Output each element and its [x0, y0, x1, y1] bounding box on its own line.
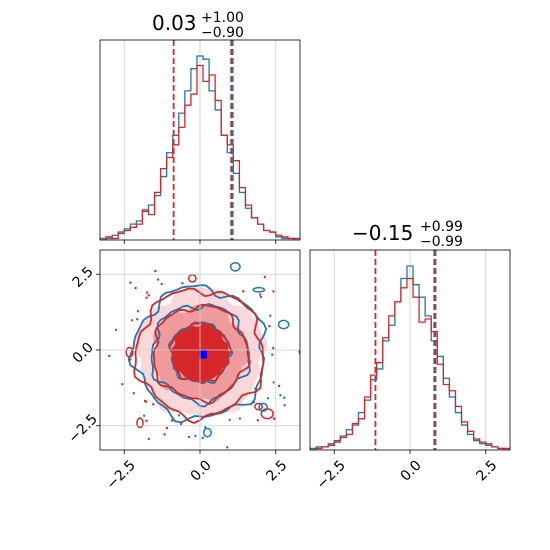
joint-scatter-point-45: [152, 403, 155, 406]
joint-scatter-point-13: [145, 419, 148, 423]
param-1-title-minus: −0.90: [201, 25, 244, 41]
joint-scatter-point-28: [136, 310, 140, 313]
joint-scatter-point-51: [272, 346, 275, 350]
joint-scatter-point-26: [147, 437, 150, 441]
joint-scatter-point-2: [187, 435, 191, 439]
joint-scatter-point-1: [181, 282, 184, 285]
joint-island-contour-6: [260, 408, 274, 420]
param-2-title-minus: −0.99: [420, 234, 463, 250]
param-2-title-plus: +0.99: [420, 219, 463, 235]
joint-scatter-point-16: [238, 417, 242, 420]
joint-xtick-label-2: 2.5: [263, 457, 290, 484]
joint-scatter-point-20: [186, 449, 189, 450]
joint-scatter-point-5: [163, 433, 166, 436]
joint-scatter-point-34: [143, 414, 146, 417]
param-1-title-value: 0.03: [152, 11, 197, 35]
param-1-frame: [99, 39, 301, 241]
joint-island-contour-9: [258, 402, 268, 412]
joint-island-contour-3: [277, 319, 290, 330]
joint-island-contour-0: [136, 417, 144, 429]
joint-scatter-point-37: [179, 422, 183, 426]
joint-scatter-point-14: [283, 404, 286, 407]
param-2-xtick-label-2: 2.5: [473, 457, 500, 484]
joint-truth-marker: [199, 350, 208, 359]
param-2-title: −0.15 +0.99 −0.99: [352, 219, 463, 250]
joint-scatter-point-44: [271, 353, 274, 356]
joint-island-contour-1: [229, 262, 241, 272]
joint-scatter-point-30: [156, 278, 160, 281]
param-2-xtick-label-1: 0.0: [398, 457, 425, 484]
joint-scatter-point-19: [277, 384, 281, 388]
joint-red-contour-0: [168, 322, 232, 383]
joint-scatter-point-9: [165, 426, 169, 430]
joint-scatter-point-53: [144, 400, 148, 403]
joint-scatter-point-55: [170, 419, 174, 422]
param-1-red-histogram: [100, 64, 300, 240]
param-1-title: 0.03 +1.00 −0.90: [152, 10, 244, 41]
joint-scatter-point-42: [269, 314, 272, 317]
joint-scatter-point-7: [134, 286, 137, 290]
joint-scatter-point-4: [201, 436, 204, 440]
joint-scatter-point-36: [272, 381, 275, 384]
param-2-red-histogram: [310, 277, 510, 450]
param-1-title-plus: +1.00: [201, 10, 244, 26]
joint-island-contour-4: [125, 346, 134, 358]
joint-scatter-point-18: [131, 319, 134, 322]
joint-frame: [99, 249, 301, 451]
joint-scatter-point-33: [256, 419, 259, 422]
joint-scatter-point-49: [273, 417, 276, 420]
joint-scatter-point-25: [147, 294, 150, 297]
joint-island-contour-8: [254, 402, 264, 411]
joint-ytick-label-1: 0.0: [70, 340, 97, 367]
joint-scatter-point-47: [263, 275, 266, 279]
joint-scatter-point-15: [145, 296, 148, 299]
param-2-frame: [309, 249, 511, 451]
joint-scatter-point-3: [154, 269, 157, 273]
joint-red-contour-2: [133, 287, 265, 424]
joint-scatter-point-11: [258, 293, 262, 296]
joint-scatter-point-59: [298, 349, 300, 353]
joint-xtick-label-1: 0.0: [188, 457, 215, 484]
joint-scatter-point-50: [204, 426, 207, 429]
joint-ytick-label-2: 2.5: [70, 264, 97, 291]
joint-contour-panel: −2.5 0.0 2.5 −2.5 0.0 2.5: [66, 249, 301, 493]
joint-scatter-point-12: [279, 393, 282, 397]
joint-scatter-point-39: [160, 282, 163, 286]
param-2-blue-histogram: [310, 265, 510, 450]
joint-island-contour-7: [202, 427, 212, 438]
joint-scatter-point-57: [129, 281, 132, 284]
joint-scatter-point-29: [145, 291, 149, 294]
joint-island-contour-5: [252, 286, 266, 293]
param-2-title-value: −0.15: [352, 221, 413, 245]
joint-scatter-point-35: [108, 354, 111, 358]
joint-xtick-label-0: −2.5: [104, 457, 139, 492]
param-2-xtick-label-0: −2.5: [314, 457, 349, 492]
joint-scatter-point-58: [259, 295, 263, 299]
joint-scatter-point-38: [132, 392, 136, 395]
joint-scatter-point-23: [136, 318, 139, 321]
joint-scatter-point-17: [242, 290, 245, 293]
joint-scatter-point-6: [228, 418, 231, 422]
joint-scatter-point-46: [114, 328, 118, 332]
joint-island-contour-2: [187, 273, 197, 283]
param-2-histogram-panel: −2.5 0.0 2.5: [309, 249, 511, 493]
joint-scatter-point-10: [283, 396, 286, 399]
joint-scatter-point-21: [268, 325, 271, 328]
joint-scatter-point-22: [121, 382, 124, 386]
joint-scatter-point-41: [272, 290, 275, 293]
joint-ytick-label-0: −2.5: [66, 411, 101, 446]
joint-red-contour-1: [152, 303, 251, 405]
joint-scatter-point-40: [226, 446, 229, 449]
param-1-histogram-panel: [99, 39, 301, 244]
joint-scatter-point-32: [266, 397, 270, 400]
joint-scatter-point-8: [177, 414, 181, 417]
joint-scatter-point-54: [194, 434, 197, 438]
joint-blue-contour-1: [150, 303, 251, 408]
